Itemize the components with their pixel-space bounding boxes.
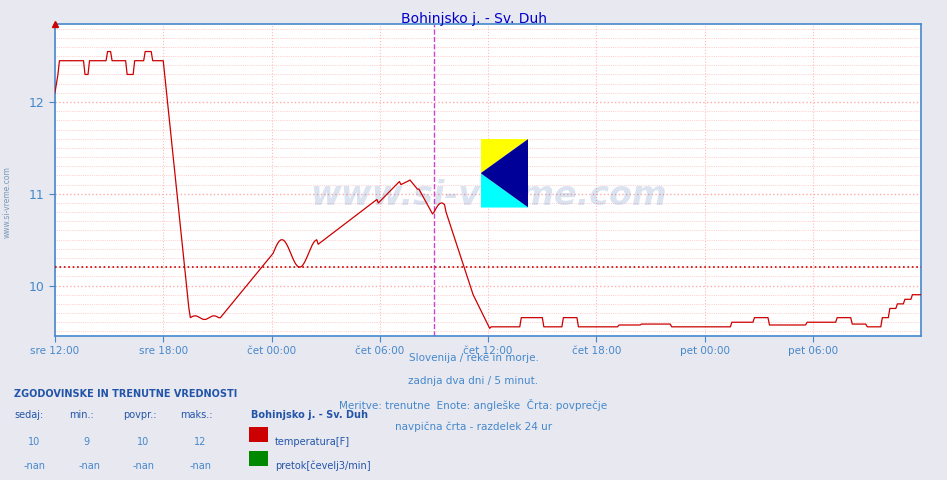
Text: zadnja dva dni / 5 minut.: zadnja dva dni / 5 minut. (408, 376, 539, 386)
Text: 10: 10 (137, 437, 150, 447)
Text: temperatura[F]: temperatura[F] (275, 437, 349, 447)
Polygon shape (481, 139, 528, 173)
Text: -nan: -nan (133, 461, 154, 471)
Text: Bohinjsko j. - Sv. Duh: Bohinjsko j. - Sv. Duh (251, 410, 368, 420)
Text: povpr.:: povpr.: (123, 410, 156, 420)
Text: www.si-vreme.com: www.si-vreme.com (3, 166, 12, 238)
Text: Bohinjsko j. - Sv. Duh: Bohinjsko j. - Sv. Duh (401, 12, 546, 26)
Text: www.si-vreme.com: www.si-vreme.com (310, 179, 667, 212)
Text: -nan: -nan (79, 461, 100, 471)
Text: 10: 10 (28, 437, 41, 447)
Text: navpična črta - razdelek 24 ur: navpična črta - razdelek 24 ur (395, 422, 552, 432)
Polygon shape (481, 139, 528, 207)
Text: Meritve: trenutne  Enote: angleške  Črta: povprečje: Meritve: trenutne Enote: angleške Črta: … (339, 399, 608, 411)
Text: -nan: -nan (189, 461, 211, 471)
Text: maks.:: maks.: (180, 410, 212, 420)
Text: 9: 9 (83, 437, 89, 447)
Polygon shape (481, 173, 528, 207)
Text: pretok[čevelj3/min]: pretok[čevelj3/min] (275, 461, 370, 471)
Text: 12: 12 (194, 437, 206, 447)
Text: min.:: min.: (69, 410, 94, 420)
Text: -nan: -nan (24, 461, 45, 471)
Text: sedaj:: sedaj: (14, 410, 44, 420)
Text: Slovenija / reke in morje.: Slovenija / reke in morje. (408, 353, 539, 363)
Text: ZGODOVINSKE IN TRENUTNE VREDNOSTI: ZGODOVINSKE IN TRENUTNE VREDNOSTI (14, 389, 238, 399)
